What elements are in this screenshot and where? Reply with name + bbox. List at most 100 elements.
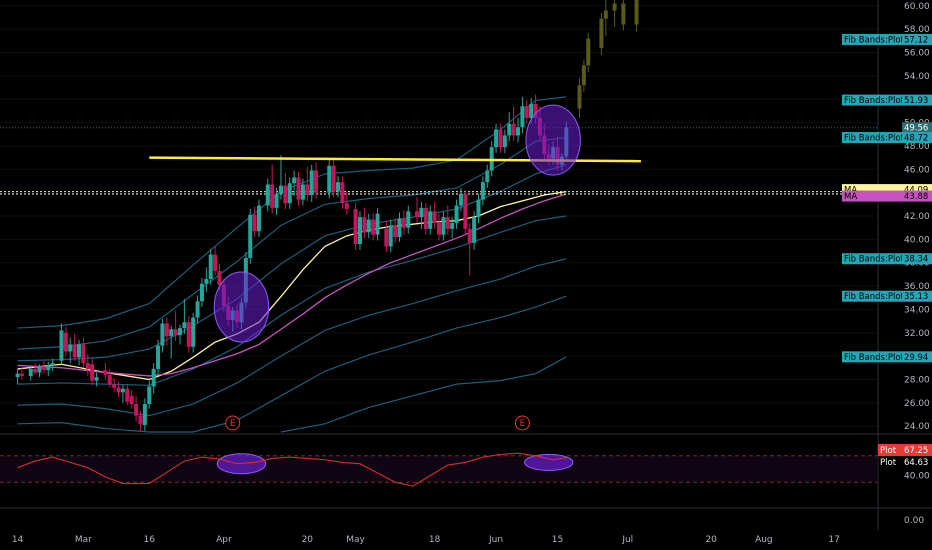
- projected-candle[interactable]: [603, 10, 608, 19]
- candle[interactable]: [529, 103, 534, 118]
- candle[interactable]: [147, 386, 152, 404]
- candle[interactable]: [480, 182, 485, 200]
- candle[interactable]: [283, 185, 288, 204]
- candle[interactable]: [46, 365, 51, 371]
- candle[interactable]: [419, 207, 424, 218]
- candle[interactable]: [204, 279, 209, 284]
- candle[interactable]: [33, 368, 38, 373]
- candle[interactable]: [516, 127, 521, 136]
- candle[interactable]: [437, 223, 441, 235]
- candle[interactable]: [388, 225, 393, 247]
- candle[interactable]: [357, 217, 362, 245]
- candle[interactable]: [428, 211, 433, 229]
- candle[interactable]: [15, 373, 20, 378]
- candle[interactable]: [472, 217, 477, 243]
- candle[interactable]: [458, 193, 463, 206]
- projected-candle[interactable]: [599, 18, 604, 48]
- earnings-marker[interactable]: [514, 415, 530, 431]
- projected-candle[interactable]: [581, 65, 586, 86]
- candle[interactable]: [19, 373, 24, 376]
- candle[interactable]: [489, 147, 494, 171]
- candle[interactable]: [502, 135, 507, 148]
- candle[interactable]: [41, 366, 46, 371]
- candle[interactable]: [441, 217, 446, 235]
- candle[interactable]: [257, 205, 262, 232]
- candle[interactable]: [507, 123, 512, 136]
- time-axis[interactable]: 14 Mar 16 Apr 20 May 18 Jun 15 Jul 20 Aug 17: [12, 535, 840, 545]
- projected-candle[interactable]: [621, 3, 626, 25]
- candle[interactable]: [217, 270, 222, 285]
- projected-candle[interactable]: [577, 85, 582, 109]
- candle[interactable]: [77, 344, 82, 358]
- candle[interactable]: [195, 301, 200, 318]
- candle[interactable]: [533, 103, 538, 118]
- candle[interactable]: [467, 228, 472, 243]
- candle[interactable]: [278, 185, 283, 194]
- candle[interactable]: [454, 205, 459, 224]
- candle[interactable]: [406, 211, 411, 228]
- candle[interactable]: [252, 214, 257, 232]
- candle[interactable]: [423, 207, 428, 229]
- candle[interactable]: [384, 228, 389, 247]
- candle[interactable]: [164, 323, 169, 337]
- candle[interactable]: [199, 283, 204, 302]
- candle[interactable]: [463, 193, 468, 229]
- highlight-ellipse[interactable]: [525, 104, 581, 176]
- candle[interactable]: [151, 368, 156, 387]
- candle[interactable]: [331, 165, 336, 192]
- candle[interactable]: [28, 368, 33, 376]
- candle[interactable]: [344, 203, 349, 209]
- candle[interactable]: [296, 177, 301, 200]
- candle[interactable]: [107, 374, 112, 385]
- candle[interactable]: [138, 415, 143, 424]
- candle[interactable]: [292, 177, 297, 184]
- candle[interactable]: [366, 219, 371, 233]
- candle[interactable]: [415, 211, 420, 218]
- candle[interactable]: [274, 193, 279, 208]
- candle[interactable]: [177, 328, 182, 336]
- candle[interactable]: [173, 329, 178, 336]
- oscillator-highlight-ellipse[interactable]: [524, 453, 574, 471]
- candle[interactable]: [485, 170, 490, 183]
- candle[interactable]: [50, 363, 55, 366]
- candle[interactable]: [191, 317, 196, 347]
- candle[interactable]: [213, 254, 218, 271]
- candle[interactable]: [208, 254, 213, 280]
- candle[interactable]: [362, 217, 367, 233]
- candle[interactable]: [116, 387, 121, 393]
- candle[interactable]: [287, 183, 292, 204]
- oscillator-pane[interactable]: [0, 452, 878, 487]
- candle[interactable]: [265, 184, 270, 206]
- candle[interactable]: [524, 106, 529, 118]
- candle[interactable]: [90, 364, 95, 381]
- candle[interactable]: [248, 214, 253, 259]
- earnings-marker[interactable]: [225, 415, 241, 431]
- candle[interactable]: [142, 403, 147, 425]
- candle[interactable]: [63, 332, 68, 352]
- candle[interactable]: [129, 395, 134, 404]
- candle[interactable]: [59, 330, 64, 361]
- candle[interactable]: [270, 184, 275, 208]
- candle[interactable]: [160, 323, 165, 346]
- candle[interactable]: [336, 182, 341, 192]
- projected-candle[interactable]: [634, 0, 639, 25]
- candle[interactable]: [186, 322, 191, 347]
- candle[interactable]: [375, 213, 380, 235]
- candle[interactable]: [511, 123, 516, 136]
- candle[interactable]: [371, 219, 376, 235]
- projected-candle[interactable]: [612, 3, 617, 11]
- candles[interactable]: [15, 0, 639, 431]
- candle[interactable]: [494, 129, 499, 148]
- candle[interactable]: [103, 370, 108, 375]
- highlight-ellipse[interactable]: [213, 271, 270, 343]
- candle[interactable]: [476, 199, 481, 218]
- candle[interactable]: [520, 106, 525, 128]
- candle[interactable]: [81, 344, 86, 364]
- candle[interactable]: [68, 344, 73, 352]
- candle[interactable]: [120, 388, 125, 393]
- candle[interactable]: [300, 184, 305, 200]
- candle[interactable]: [397, 218, 402, 238]
- candle[interactable]: [498, 129, 503, 148]
